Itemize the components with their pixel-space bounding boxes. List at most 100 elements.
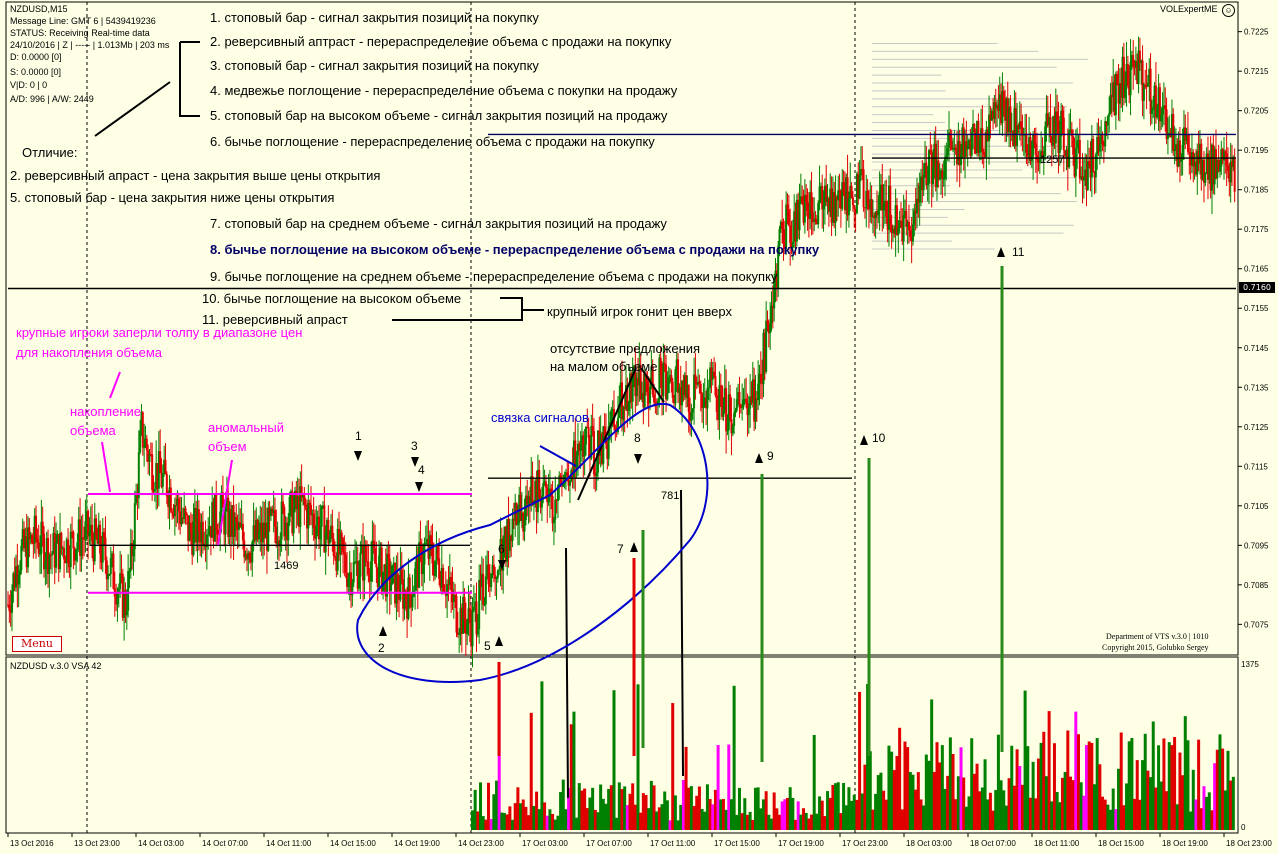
magenta-arrows	[101, 371, 233, 546]
candle-body	[507, 518, 510, 551]
candle-body	[1081, 176, 1084, 181]
volume-bar	[721, 799, 725, 830]
candle-body	[296, 496, 299, 510]
candle-body	[1213, 149, 1216, 185]
menu-button[interactable]: Menu	[12, 636, 62, 652]
volume-bar	[1111, 788, 1115, 830]
candle-body	[116, 592, 119, 605]
candle-body	[163, 459, 166, 474]
volume-bar	[569, 724, 573, 830]
candle-body	[637, 378, 640, 386]
candle-body	[330, 525, 333, 537]
candle-body	[989, 114, 992, 121]
volume-bar	[724, 809, 728, 830]
candle-body	[380, 547, 383, 592]
y-tick-label: 0.7145	[1244, 344, 1269, 353]
candle-body	[1126, 64, 1129, 87]
candle-body	[91, 524, 94, 542]
candle-body	[24, 536, 27, 549]
candle-body	[654, 402, 657, 404]
volume-bar	[500, 812, 504, 830]
candle-body	[914, 210, 917, 214]
note-7: 7. стоповый бар на среднем объеме - сигн…	[210, 216, 667, 231]
candle-body	[338, 528, 341, 555]
volume-bar	[962, 777, 966, 830]
candle-body	[936, 160, 939, 188]
candle-body	[11, 591, 14, 613]
candle-body	[195, 508, 198, 543]
candle-body	[411, 596, 414, 608]
candle-body	[1100, 134, 1103, 145]
volume-bar	[786, 797, 790, 830]
candle-body	[681, 380, 684, 406]
horizontal-levels	[8, 133, 1236, 594]
candle-body	[339, 532, 342, 555]
candle-body	[233, 517, 236, 537]
volume-bar	[612, 690, 616, 830]
volume-bar	[772, 792, 776, 830]
x-tick-label: 18 Oct 11:00	[1034, 839, 1080, 848]
candle-body	[21, 529, 24, 546]
candle-body	[891, 228, 894, 233]
volume-bar	[1151, 721, 1155, 830]
candle-body	[375, 563, 378, 568]
candle-body	[954, 147, 957, 151]
volume-bar	[986, 799, 990, 830]
price-panel-frame	[5, 1, 1239, 656]
volume-bar	[764, 791, 768, 830]
candle-body	[777, 245, 780, 290]
volume-bar	[1007, 778, 1011, 830]
candle-body	[707, 387, 710, 389]
candle-body	[108, 574, 111, 576]
volume-bar	[1058, 802, 1062, 830]
x-tick-label: 17 Oct 03:00	[522, 839, 568, 848]
candle-body	[482, 573, 485, 605]
candle-body	[526, 495, 529, 505]
volume-bar	[1210, 810, 1214, 830]
candle-body	[1189, 152, 1192, 166]
volume-bar	[1004, 805, 1008, 830]
candle-body	[430, 535, 433, 544]
candle-body	[1141, 60, 1144, 101]
volume-bar	[818, 796, 822, 830]
signal-6: 6	[498, 542, 505, 556]
candle-body	[410, 594, 413, 608]
candle-body	[546, 487, 549, 503]
candle-body	[539, 497, 542, 508]
candle-body	[582, 435, 585, 457]
candle-body	[368, 574, 371, 582]
candle-body	[123, 590, 126, 618]
candle-body	[783, 243, 786, 249]
candle-body	[798, 201, 801, 231]
volume-bar	[847, 787, 851, 830]
volume-bar	[898, 727, 902, 830]
candle-body	[956, 150, 959, 165]
candle-body	[209, 526, 212, 538]
candle-body	[869, 199, 872, 210]
candle-body	[1049, 117, 1052, 137]
level-label-mid: 781	[661, 490, 679, 502]
candle-body	[855, 173, 858, 214]
volume-bar	[1189, 811, 1193, 830]
candle-body	[1145, 86, 1148, 88]
volume-bar	[956, 776, 960, 830]
volume-bar	[1138, 799, 1142, 830]
candle-body	[1164, 105, 1167, 110]
y-tick-label: 0.7175	[1244, 225, 1269, 234]
candle-body	[558, 475, 561, 486]
volume-bar	[1015, 749, 1019, 830]
anomalous-line2: объем	[208, 439, 247, 454]
candle-body	[1056, 111, 1059, 121]
candle-body	[633, 365, 636, 373]
candle-body	[1096, 136, 1099, 155]
volume-bar	[476, 811, 480, 830]
candle-body	[842, 182, 845, 193]
candlestick-series	[7, 36, 1236, 668]
candle-body	[1033, 133, 1036, 144]
copyright-line2: Copyright 2015, Golubko Sergey	[1102, 643, 1209, 652]
candle-body	[51, 554, 54, 556]
candle-body	[1166, 134, 1169, 139]
candle-body	[1098, 144, 1101, 152]
candle-body	[145, 438, 148, 451]
